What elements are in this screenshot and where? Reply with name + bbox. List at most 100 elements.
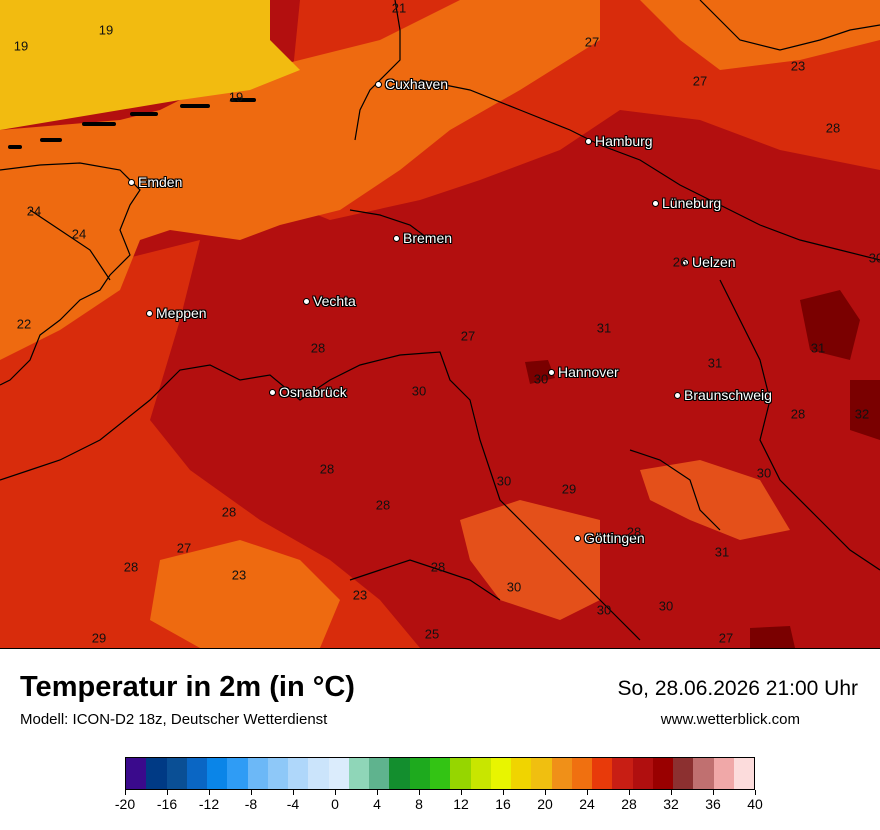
city-dot-icon [652,199,659,207]
legend-tick-label: 20 [537,796,553,812]
legend-tick-mark [292,790,294,795]
legend-color-segment [308,758,329,789]
legend-color-segment [429,758,451,789]
city-label: Hamburg [595,133,653,149]
city-dot-icon [128,178,135,186]
hot-spot-east2 [850,380,880,440]
temperature-label: 26 [672,254,688,270]
temperature-label: 27 [176,540,192,556]
city-label: Osnabrück [279,384,347,400]
city-label: Emden [138,174,183,190]
temperature-label: 28 [626,524,642,540]
temperature-label: 19 [13,38,29,54]
legend-color-segment [126,758,147,789]
legend-tick-label: 32 [663,796,679,812]
legend-tick-mark [250,790,252,795]
yellow-zone [0,0,300,130]
city-dot-icon [548,368,555,376]
legend-color-segment [632,758,653,789]
temperature-label: 31 [707,355,723,371]
temperature-label: 31 [714,544,730,560]
hot-spot-south [750,626,795,648]
temperature-label: 19 [228,89,244,105]
city-label: Uelzen [692,254,736,270]
temperature-label: 29 [91,630,107,646]
legend-tick-label: 0 [331,796,339,812]
website-link[interactable]: www.wetterblick.com [660,711,800,728]
temperature-label: 30 [756,465,772,481]
legend-tick-label: -12 [198,796,220,812]
legend-tick-label: 40 [747,796,763,812]
temperature-label: 31 [810,340,826,356]
city-dot-icon [674,391,681,399]
temperature-label: 30 [533,371,549,387]
legend-color-segment [389,758,410,789]
legend-tick-label: 24 [579,796,595,812]
temperature-label: 27 [460,328,476,344]
temperature-label: 31 [596,320,612,336]
warm-patch-harz [640,460,790,540]
legend-color-segment [470,758,491,789]
legend-color-segment [227,758,248,789]
temperature-label: 28 [310,340,326,356]
temperature-label: 30 [658,598,674,614]
temperature-label: 24 [26,203,42,219]
legend-color-segment [146,758,167,789]
city-lueneburg: Lüneburg [652,195,721,211]
temperature-label: 28 [825,120,841,136]
temperature-label: 28 [319,461,335,477]
legend-tick-label: 16 [495,796,511,812]
legend-color-segment [592,758,613,789]
forecast-datetime: So, 28.06.2026 21:00 Uhr [617,677,858,700]
legend-color-segment [207,758,228,789]
legend-tick-label: -4 [286,796,300,812]
temperature-label: 30 [506,579,522,595]
temperature-label: 28 [790,406,806,422]
temperature-label: 27 [718,630,734,646]
legend-color-segment [247,758,268,789]
legend-tick-mark [376,790,378,795]
city-dot-icon [682,258,689,266]
temperature-label: 28 [430,559,446,575]
temperature-label: 32 [854,406,870,422]
legend-color-segment [186,758,208,789]
temperature-label: 23 [231,567,247,583]
legend-color-segment [612,758,633,789]
city-uelzen: Uelzen [682,254,736,270]
temperature-label: 28 [375,497,391,513]
legend-color-segment [166,758,187,789]
legend-color-segment [571,758,593,789]
temperature-label: 30 [596,602,612,618]
legend-color-segment [652,758,674,789]
legend-ticks: -20 -16 -12 -8 -4 0 4 8 12 16 20 24 28 32 36 40 [115,790,763,820]
borders [0,0,880,641]
temperature-label: 27 [584,34,600,50]
temperature-label: 28 [221,504,237,520]
city-label: Meppen [156,305,207,321]
temperature-label: 21 [391,0,407,16]
legend-tick-label: 4 [373,796,381,812]
temperature-label: 22 [16,316,32,332]
temperature-label: 28 [123,559,139,575]
legend-tick-label: -20 [114,796,136,812]
legend-tick-mark [208,790,210,795]
legend-tick-mark [670,790,672,795]
temperature-label: 25 [424,626,440,642]
city-label: Bremen [403,230,453,246]
temperature-label: 23 [352,587,368,603]
legend-color-segment [551,758,572,789]
legend-color-segment [733,758,755,789]
city-dot-icon [585,137,592,145]
legend-tick-mark [460,790,462,795]
legend-tick-mark [334,790,336,795]
legend-color-segment [511,758,532,789]
city-bremen: Bremen [393,230,452,246]
temperature-label: 29 [561,481,577,497]
legend-tick-label: 28 [621,796,637,812]
legend-color-segment [673,758,694,789]
legend-color-segment [409,758,430,789]
legend-tick-mark [628,790,630,795]
city-dot-icon [393,234,400,242]
legend-tick-label: 8 [415,796,423,812]
model-source: Modell: ICON-D2 18z, Deutscher Wetterdie… [20,711,328,728]
